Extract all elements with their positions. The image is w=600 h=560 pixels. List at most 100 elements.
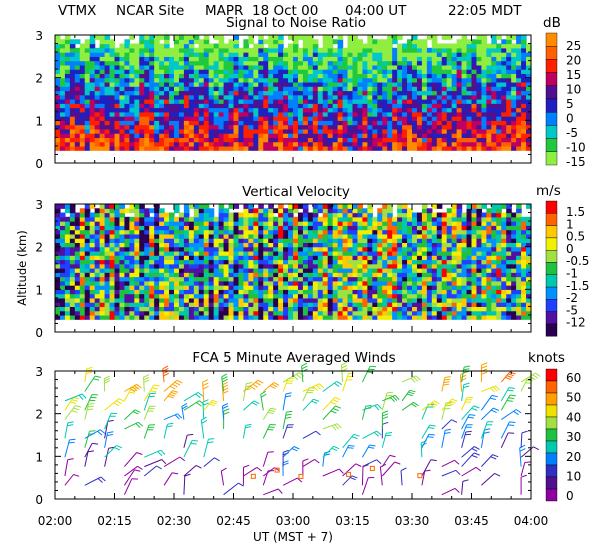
heatmap-cell bbox=[288, 99, 294, 104]
heatmap-cell bbox=[64, 221, 71, 226]
heatmap-cell bbox=[283, 107, 289, 113]
heatmap-cell bbox=[322, 120, 329, 126]
heatmap-cell bbox=[392, 86, 398, 92]
heatmap-cell bbox=[258, 204, 264, 209]
heatmap-cell bbox=[74, 289, 81, 295]
heatmap-cell bbox=[263, 133, 269, 138]
heatmap-cell bbox=[387, 111, 393, 117]
heatmap-cell bbox=[69, 128, 76, 134]
heatmap-cell bbox=[94, 81, 101, 87]
heatmap-cell bbox=[416, 285, 423, 290]
heatmap-cell bbox=[144, 64, 150, 70]
heatmap-cell bbox=[332, 246, 339, 252]
heatmap-cell bbox=[183, 133, 190, 138]
heatmap-cell bbox=[69, 285, 76, 290]
heatmap-cell bbox=[337, 111, 344, 117]
heatmap-cell bbox=[144, 111, 150, 117]
heatmap-cell bbox=[397, 90, 403, 96]
heatmap-cell bbox=[451, 289, 458, 295]
heatmap-cell bbox=[278, 246, 284, 252]
heatmap-cell bbox=[193, 297, 200, 303]
heatmap-cell bbox=[55, 133, 61, 138]
heatmap-cell bbox=[253, 145, 259, 151]
heatmap-cell bbox=[159, 128, 165, 134]
heatmap-cell bbox=[293, 263, 299, 269]
heatmap-cell bbox=[476, 285, 483, 290]
heatmap-cell bbox=[407, 208, 413, 214]
heatmap-cell bbox=[481, 124, 487, 130]
heatmap-cell bbox=[213, 120, 220, 126]
heatmap-cell bbox=[461, 280, 468, 286]
heatmap-cell bbox=[421, 94, 428, 100]
heatmap-cell bbox=[283, 268, 289, 273]
heatmap-cell bbox=[506, 81, 512, 87]
heatmap-cell bbox=[337, 107, 344, 113]
heatmap-cell bbox=[183, 73, 190, 79]
heatmap-cell bbox=[412, 302, 418, 307]
heatmap-cell bbox=[193, 56, 200, 62]
heatmap-cell bbox=[59, 272, 66, 278]
heatmap-cell bbox=[302, 137, 309, 143]
heatmap-cell bbox=[144, 60, 150, 66]
heatmap-cell bbox=[416, 60, 423, 66]
heatmap-cell bbox=[466, 124, 473, 130]
heatmap-cell bbox=[218, 52, 225, 57]
heatmap-cell bbox=[516, 111, 522, 117]
heatmap-cell bbox=[347, 52, 354, 57]
heatmap-cell bbox=[134, 285, 140, 290]
heatmap-cell bbox=[307, 94, 314, 100]
heatmap-cell bbox=[144, 310, 150, 316]
heatmap-cell bbox=[154, 246, 160, 252]
heatmap-cell bbox=[74, 285, 81, 290]
heatmap-cell bbox=[238, 52, 245, 57]
heatmap-cell bbox=[436, 255, 443, 261]
heatmap-cell bbox=[213, 133, 220, 138]
heatmap-cell bbox=[372, 111, 378, 117]
heatmap-cell bbox=[496, 272, 502, 278]
heatmap-cell bbox=[114, 293, 121, 299]
heatmap-cell bbox=[69, 73, 76, 79]
heatmap-cell bbox=[402, 103, 408, 109]
heatmap-cell bbox=[466, 229, 473, 235]
heatmap-cell bbox=[228, 233, 235, 239]
heatmap-cell bbox=[233, 293, 240, 299]
heatmap-cell bbox=[481, 141, 487, 147]
heatmap-cell bbox=[94, 212, 101, 218]
heatmap-cell bbox=[218, 77, 225, 83]
heatmap-cell bbox=[377, 133, 383, 138]
heatmap-cell bbox=[342, 255, 349, 261]
heatmap-cell bbox=[372, 77, 378, 83]
heatmap-cell bbox=[55, 35, 61, 40]
heatmap-cell bbox=[297, 69, 304, 74]
heatmap-cell bbox=[302, 242, 309, 248]
heatmap-cell bbox=[357, 56, 364, 62]
heatmap-cell bbox=[94, 103, 101, 109]
heatmap-cell bbox=[223, 310, 230, 316]
heatmap-cell bbox=[119, 242, 126, 248]
heatmap-cell bbox=[278, 99, 284, 104]
heatmap-cell bbox=[273, 52, 279, 57]
heatmap-cell bbox=[74, 86, 81, 92]
heatmap-cell bbox=[124, 69, 130, 74]
heatmap-cell bbox=[94, 94, 101, 100]
heatmap-cell bbox=[144, 293, 150, 299]
heatmap-cell bbox=[322, 272, 329, 278]
heatmap-cell bbox=[481, 306, 487, 312]
heatmap-cell bbox=[253, 285, 259, 290]
heatmap-cell bbox=[486, 90, 492, 96]
heatmap-cell bbox=[486, 221, 492, 226]
heatmap-cell bbox=[322, 233, 329, 239]
heatmap-cell bbox=[342, 94, 349, 100]
heatmap-cell bbox=[69, 81, 76, 87]
heatmap-cell bbox=[94, 229, 101, 235]
heatmap-cell bbox=[297, 94, 304, 100]
heatmap-cell bbox=[183, 204, 190, 209]
heatmap-cell bbox=[327, 238, 334, 243]
heatmap-cell bbox=[188, 90, 195, 96]
heatmap-cell bbox=[119, 289, 126, 295]
heatmap-cell bbox=[496, 233, 502, 239]
heatmap-cell bbox=[412, 111, 418, 117]
heatmap-cell bbox=[511, 86, 517, 92]
heatmap-cell bbox=[481, 276, 487, 282]
heatmap-cell bbox=[446, 314, 453, 320]
